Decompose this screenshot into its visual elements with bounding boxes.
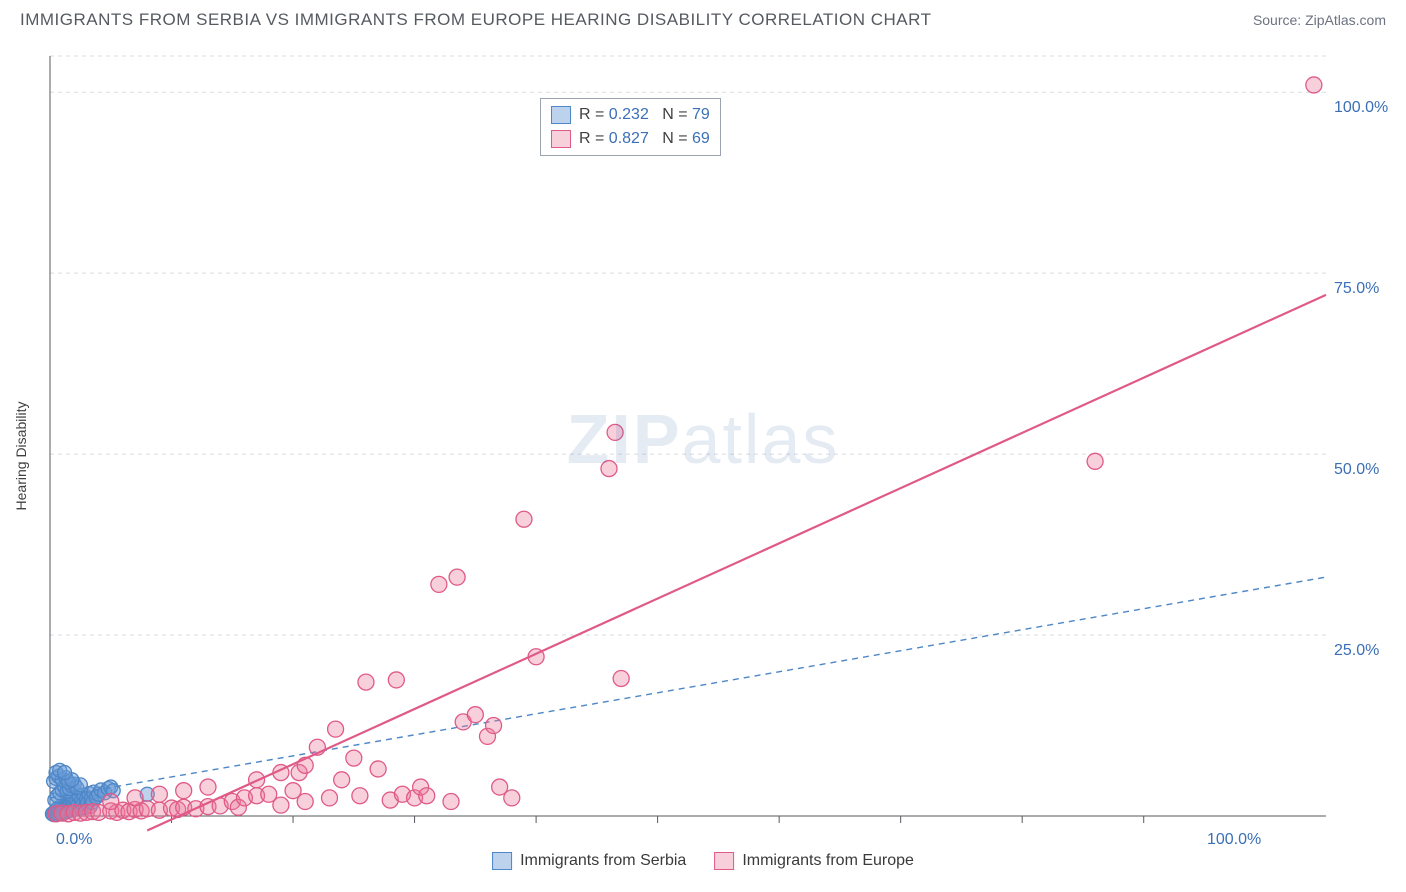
svg-text:0.0%: 0.0% xyxy=(56,831,92,848)
svg-text:100.0%: 100.0% xyxy=(1334,99,1388,116)
legend-label-europe: Immigrants from Europe xyxy=(742,852,914,870)
svg-text:50.0%: 50.0% xyxy=(1334,461,1379,478)
legend-swatch-europe xyxy=(714,852,734,870)
svg-text:75.0%: 75.0% xyxy=(1334,280,1379,297)
chart-title: IMMIGRANTS FROM SERBIA VS IMMIGRANTS FRO… xyxy=(20,10,932,30)
source-label: Source: ZipAtlas.com xyxy=(1253,12,1386,28)
stats-legend-box: R = 0.232 N = 79R = 0.827 N = 69 xyxy=(540,98,721,156)
scatter-plot-svg: 25.0% 50.0% 75.0% 100.0% 0.0% 100.0% xyxy=(0,36,1406,876)
legend-item-serbia: Immigrants from Serbia xyxy=(492,852,686,870)
svg-text:100.0%: 100.0% xyxy=(1207,831,1261,848)
bottom-legend: Immigrants from Serbia Immigrants from E… xyxy=(492,852,914,870)
chart-area: Hearing Disability ZIPatlas 25.0%50.0%75… xyxy=(0,36,1406,876)
legend-item-europe: Immigrants from Europe xyxy=(714,852,914,870)
y-axis-label: Hearing Disability xyxy=(13,402,29,511)
legend-swatch-serbia xyxy=(492,852,512,870)
title-bar: IMMIGRANTS FROM SERBIA VS IMMIGRANTS FRO… xyxy=(0,0,1406,36)
legend-label-serbia: Immigrants from Serbia xyxy=(520,852,686,870)
svg-text:25.0%: 25.0% xyxy=(1334,642,1379,659)
